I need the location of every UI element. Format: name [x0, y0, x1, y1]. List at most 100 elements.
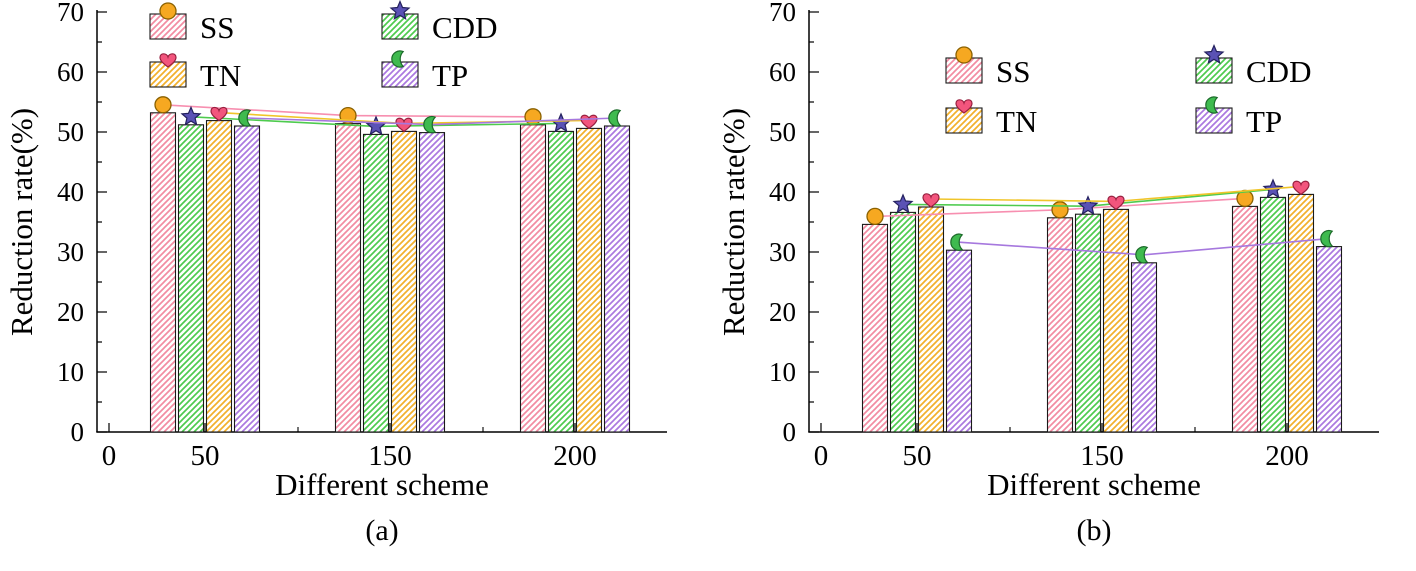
x-tick-label: 0: [102, 440, 117, 472]
y-tick-label: 50: [769, 117, 796, 147]
y-tick-label: 50: [57, 117, 84, 147]
x-tick-label: 50: [191, 440, 220, 472]
bar-TN-150: [1102, 208, 1130, 433]
circle-marker: [154, 96, 172, 114]
bar-TN-150: [390, 130, 418, 433]
legend-item-TN: TN: [149, 53, 241, 93]
bar-SS-50: [149, 112, 177, 433]
legend-item-SS: SS: [149, 2, 234, 45]
moon-marker: [1135, 246, 1149, 264]
bar-CDD-200: [547, 130, 575, 433]
star-marker: [892, 193, 914, 214]
circle-marker: [1051, 201, 1069, 219]
bar-SS-150: [334, 123, 362, 433]
bar-TP-200: [603, 125, 631, 433]
bar-chart-a: 0 10 20 30 40 50 60 70 0 50 150 200 Different scheme…: [4, 0, 667, 500]
bars-layer: [861, 193, 1343, 433]
y-tick-label: 30: [57, 237, 84, 267]
bars-layer: [149, 112, 631, 433]
legend-label: CDD: [432, 10, 497, 45]
bar-SS-200: [519, 124, 547, 433]
axes: 0 10 20 30 40 50 60 70 0 50 150 200: [769, 0, 1379, 472]
moon-marker: [423, 115, 437, 134]
y-tick-label: 60: [769, 57, 796, 87]
legend-label: TP: [1246, 104, 1282, 139]
legend-label: SS: [200, 10, 234, 45]
circle-marker: [955, 46, 973, 64]
bar-SS-150: [1046, 217, 1074, 433]
y-tick-label: 70: [769, 0, 796, 27]
star-marker: [180, 105, 202, 126]
bar-CDD-150: [362, 133, 390, 433]
bar-TP-50: [233, 125, 261, 433]
legend-label: TP: [432, 58, 468, 93]
x-tick-label: 150: [368, 440, 412, 472]
y-tick-label: 70: [57, 0, 84, 27]
moon-marker: [608, 109, 622, 127]
y-axis-label: Reduction rate(%): [4, 108, 39, 336]
legend-item-TN: TN: [945, 99, 1037, 139]
legend-item-TP: TP: [381, 50, 468, 93]
star-marker: [365, 115, 387, 136]
bar-TN-50: [205, 120, 233, 433]
bar-chart-b: 0 10 20 30 40 50 60 70 0 50 150 200 Different scheme…: [716, 0, 1379, 500]
x-tick-label: 200: [553, 440, 597, 472]
y-tick-label: 20: [57, 297, 84, 327]
heart-marker: [1292, 180, 1310, 196]
x-tick-label: 0: [814, 440, 829, 472]
caption-a: (a): [365, 514, 399, 547]
moon-marker: [950, 233, 964, 251]
heart-marker: [955, 99, 973, 114]
moon-marker: [1205, 96, 1219, 114]
x-tick-label: 150: [1080, 440, 1124, 472]
bar-TP-50: [945, 249, 973, 433]
caption-b: (b): [1076, 514, 1112, 547]
legend-label: CDD: [1246, 54, 1311, 89]
y-tick-label: 20: [769, 297, 796, 327]
legend: SS TN CDD TP: [945, 43, 1311, 139]
star-marker: [389, 0, 411, 20]
chart-panel-b: 0 10 20 30 40 50 60 70 0 50 150 200 Different scheme…: [714, 0, 1414, 571]
y-tick-label: 40: [57, 177, 84, 207]
star-marker: [550, 112, 572, 133]
y-tick-label: 10: [57, 357, 84, 387]
y-axis-label: Reduction rate(%): [716, 108, 751, 336]
circle-marker: [159, 2, 177, 20]
bar-TN-50: [917, 206, 945, 433]
heart-marker: [395, 117, 413, 133]
y-tick-label: 0: [71, 417, 85, 447]
bar-CDD-50: [177, 124, 205, 433]
x-tick-label: 200: [1265, 440, 1309, 472]
moon-marker: [391, 50, 405, 68]
moon-marker: [1320, 229, 1334, 248]
legend-item-TP: TP: [1195, 96, 1282, 139]
legend-item-CDD: CDD: [381, 0, 497, 45]
legend: SS TN CDD TP: [149, 0, 497, 93]
legend-label: TN: [200, 58, 241, 93]
bar-TP-150: [1130, 262, 1158, 433]
bar-TP-150: [418, 132, 446, 433]
heart-marker: [159, 53, 177, 68]
axes: 0 10 20 30 40 50 60 70 0 50 150 200: [57, 0, 667, 472]
legend-label: TN: [996, 104, 1037, 139]
y-tick-label: 30: [769, 237, 796, 267]
bar-CDD-150: [1074, 213, 1102, 433]
circle-marker: [866, 207, 884, 226]
chart-panel-a: 0 10 20 30 40 50 60 70 0 50 150 200 Different scheme…: [2, 0, 702, 571]
heart-marker: [1107, 195, 1125, 211]
bar-SS-200: [1231, 205, 1259, 433]
y-tick-label: 40: [769, 177, 796, 207]
y-tick-label: 60: [57, 57, 84, 87]
bar-TN-200: [1287, 193, 1315, 433]
legend-label: SS: [996, 54, 1030, 89]
bar-CDD-200: [1259, 196, 1287, 433]
x-axis-label: Different scheme: [275, 467, 489, 500]
bar-TP-200: [1315, 246, 1343, 433]
star-marker: [1203, 43, 1225, 64]
star-marker: [1077, 195, 1099, 216]
circle-marker: [524, 108, 542, 126]
y-tick-label: 0: [783, 417, 797, 447]
y-tick-label: 10: [769, 357, 796, 387]
x-tick-label: 50: [903, 440, 932, 472]
